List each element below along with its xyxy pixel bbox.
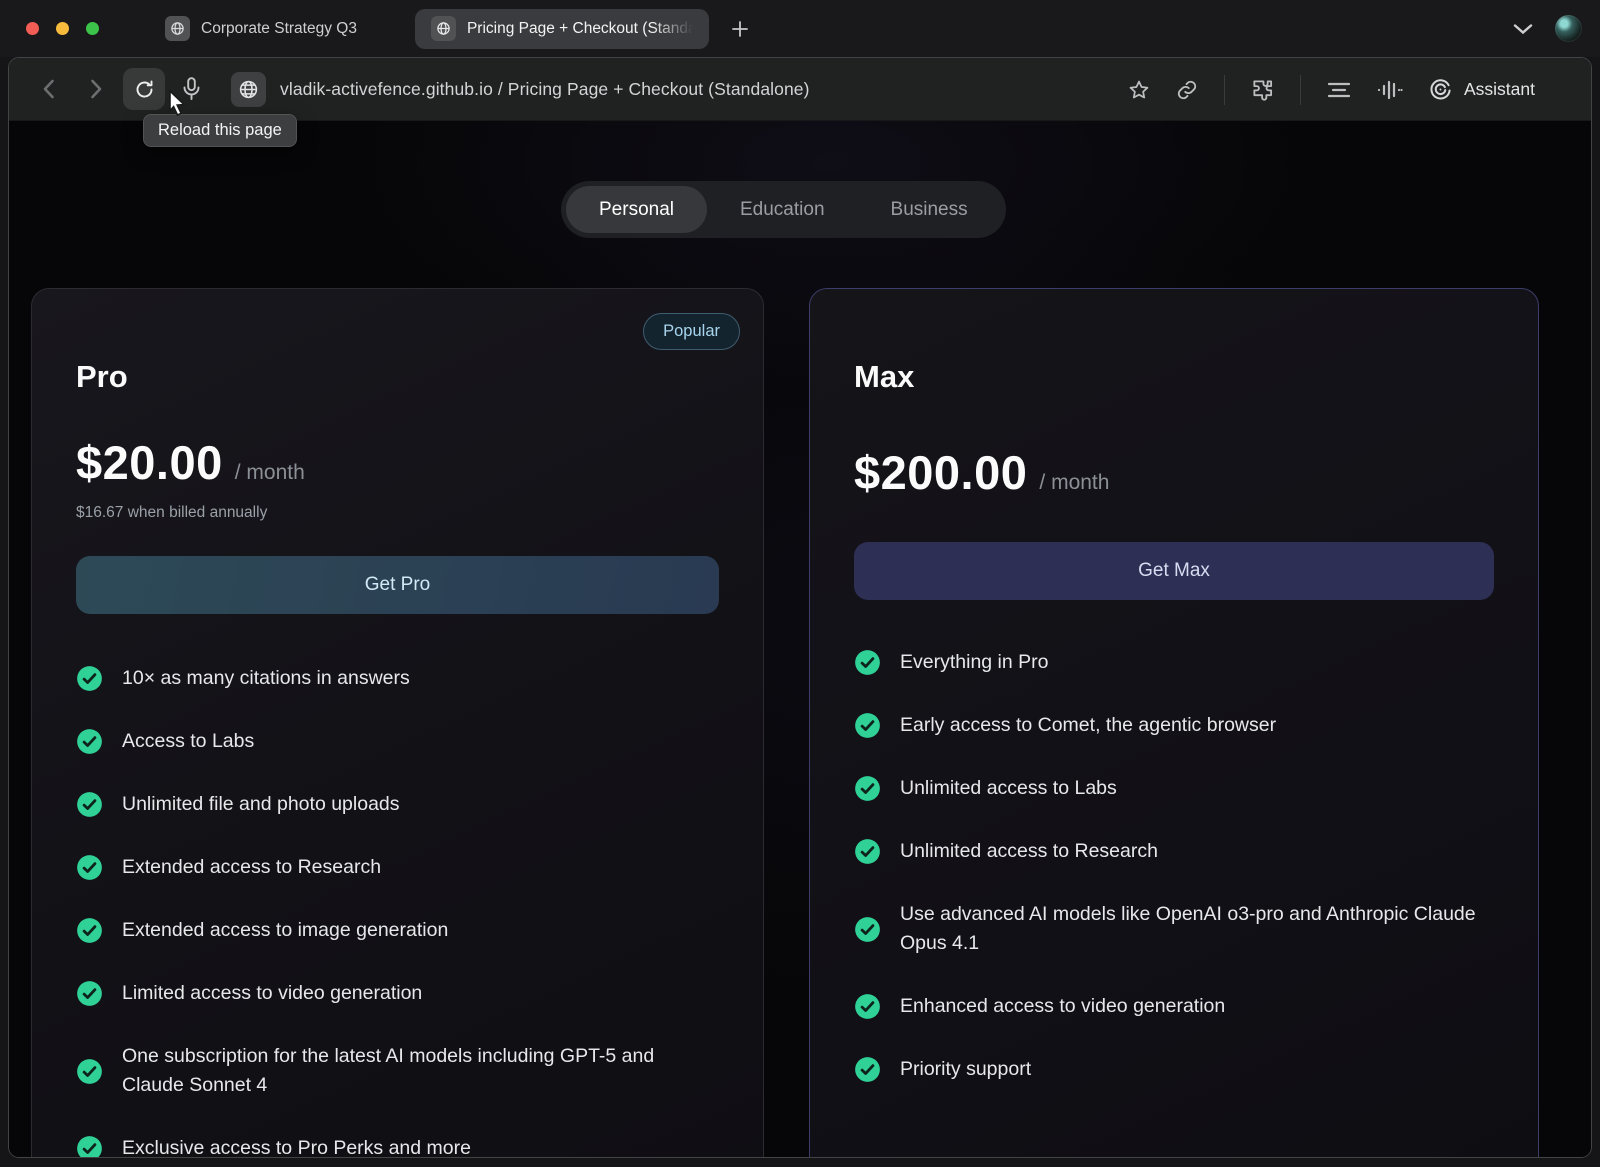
feature-item: Unlimited file and photo uploads (76, 790, 719, 819)
assistant-button[interactable]: Assistant (1429, 78, 1535, 101)
tab-search-chevron-icon[interactable] (1513, 23, 1533, 35)
tab-corporate-strategy[interactable]: Corporate Strategy Q3 (149, 9, 373, 49)
back-button[interactable] (31, 72, 65, 106)
tab-business[interactable]: Business (858, 186, 1001, 233)
check-icon (76, 917, 103, 944)
feature-item: Exclusive access to Pro Perks and more (76, 1134, 719, 1158)
feature-text: Everything in Pro (900, 651, 1049, 673)
feature-item: Everything in Pro (854, 648, 1494, 677)
feature-item: Use advanced AI models like OpenAI o3-pr… (854, 900, 1494, 958)
feature-item: One subscription for the latest AI model… (76, 1042, 719, 1100)
check-icon (76, 791, 103, 818)
forward-button[interactable] (79, 72, 113, 106)
plan-price: $200.00 (854, 446, 1028, 499)
check-icon (854, 993, 881, 1020)
browser-tab-strip: Corporate Strategy Q3 Pricing Page + Che… (0, 0, 1600, 57)
popular-badge: Popular (643, 313, 740, 350)
max-plan-card: Max $200.00 / month Get Max Everything i… (809, 288, 1539, 1157)
globe-icon (165, 16, 190, 41)
feature-text: Extended access to image generation (122, 919, 449, 941)
minimize-window-button[interactable] (56, 22, 69, 35)
annual-price-note: $16.67 when billed annually (76, 504, 268, 521)
feature-item: Priority support (854, 1055, 1494, 1084)
tab-label: Pricing Page + Checkout (Standalone) (466, 19, 693, 37)
reload-button[interactable] (123, 68, 165, 110)
plan-title: Max (854, 359, 915, 394)
check-icon (854, 649, 881, 676)
plan-title: Pro (76, 359, 128, 394)
get-max-button[interactable]: Get Max (854, 542, 1494, 600)
toolbar-divider (1300, 74, 1301, 105)
check-icon (854, 916, 881, 943)
extensions-puzzle-icon[interactable] (1251, 78, 1274, 101)
feature-item: Unlimited access to Research (854, 837, 1494, 866)
feature-text: 10× as many citations in answers (122, 667, 410, 689)
plan-period: / month (234, 461, 305, 484)
feature-item: Enhanced access to video generation (854, 992, 1494, 1021)
reading-list-icon[interactable] (1327, 82, 1351, 98)
address-bar-url[interactable]: vladik-activefence.github.io / Pricing P… (280, 78, 810, 99)
plan-period: / month (1039, 471, 1110, 494)
feature-item: Limited access to video generation (76, 979, 719, 1008)
feature-text: Access to Labs (122, 730, 255, 752)
maximize-window-button[interactable] (86, 22, 99, 35)
check-icon (76, 728, 103, 755)
tab-pricing-page[interactable]: Pricing Page + Checkout (Standalone) (414, 8, 709, 49)
profile-avatar[interactable] (1555, 15, 1582, 42)
close-window-button[interactable] (26, 22, 39, 35)
check-icon (854, 712, 881, 739)
plan-price: $20.00 (76, 436, 223, 489)
check-icon (76, 1135, 103, 1157)
tab-label: Corporate Strategy Q3 (201, 19, 357, 37)
assistant-label: Assistant (1464, 79, 1535, 99)
feature-text: Enhanced access to video generation (900, 995, 1226, 1017)
feature-text: Early access to Comet, the agentic brows… (900, 714, 1277, 736)
mouse-cursor (166, 89, 190, 119)
feature-item: Access to Labs (76, 727, 719, 756)
feature-text: Limited access to video generation (122, 982, 423, 1004)
reload-tooltip: Reload this page (143, 114, 297, 147)
comet-logo-icon (1430, 79, 1451, 100)
check-icon (76, 1058, 103, 1085)
copy-link-icon[interactable] (1176, 79, 1198, 101)
browser-content-window: vladik-activefence.github.io / Pricing P… (8, 57, 1592, 1158)
get-pro-button[interactable]: Get Pro (76, 556, 719, 614)
globe-icon (430, 16, 456, 41)
bookmark-star-icon[interactable] (1128, 79, 1150, 101)
feature-item: Extended access to image generation (76, 916, 719, 945)
check-icon (854, 775, 881, 802)
window-controls (0, 22, 125, 35)
check-icon (76, 854, 103, 881)
check-icon (76, 980, 103, 1007)
pricing-page: Personal Education Business Popular Pro … (9, 121, 1591, 1158)
browser-toolbar: vladik-activefence.github.io / Pricing P… (9, 58, 1591, 121)
feature-text: Use advanced AI models like OpenAI o3-pr… (900, 903, 1476, 954)
pro-plan-card: Popular Pro $20.00 / month $16.67 when b… (31, 288, 764, 1158)
plan-type-segmented-control: Personal Education Business (561, 181, 1006, 238)
feature-text: Exclusive access to Pro Perks and more (122, 1137, 471, 1158)
new-tab-button[interactable] (725, 14, 755, 44)
pro-feature-list: 10× as many citations in answers Access … (76, 664, 719, 1158)
feature-text: Unlimited access to Labs (900, 777, 1117, 799)
tab-personal[interactable]: Personal (566, 186, 707, 233)
feature-text: Unlimited file and photo uploads (122, 793, 400, 815)
check-icon (854, 838, 881, 865)
feature-item: Early access to Comet, the agentic brows… (854, 711, 1494, 740)
feature-item: Unlimited access to Labs (854, 774, 1494, 803)
site-globe-icon[interactable] (231, 71, 266, 107)
feature-item: 10× as many citations in answers (76, 664, 719, 693)
feature-text: Priority support (900, 1058, 1032, 1080)
feature-text: Unlimited access to Research (900, 840, 1158, 862)
check-icon (854, 1056, 881, 1083)
voice-waveform-icon[interactable] (1377, 79, 1403, 101)
microphone-icon[interactable] (171, 69, 211, 109)
feature-text: Extended access to Research (122, 856, 382, 878)
feature-text: One subscription for the latest AI model… (122, 1045, 655, 1096)
feature-item: Extended access to Research (76, 853, 719, 882)
max-feature-list: Everything in Pro Early access to Comet,… (854, 648, 1494, 1084)
toolbar-divider (1224, 74, 1225, 105)
check-icon (76, 665, 103, 692)
tab-education[interactable]: Education (707, 186, 858, 233)
